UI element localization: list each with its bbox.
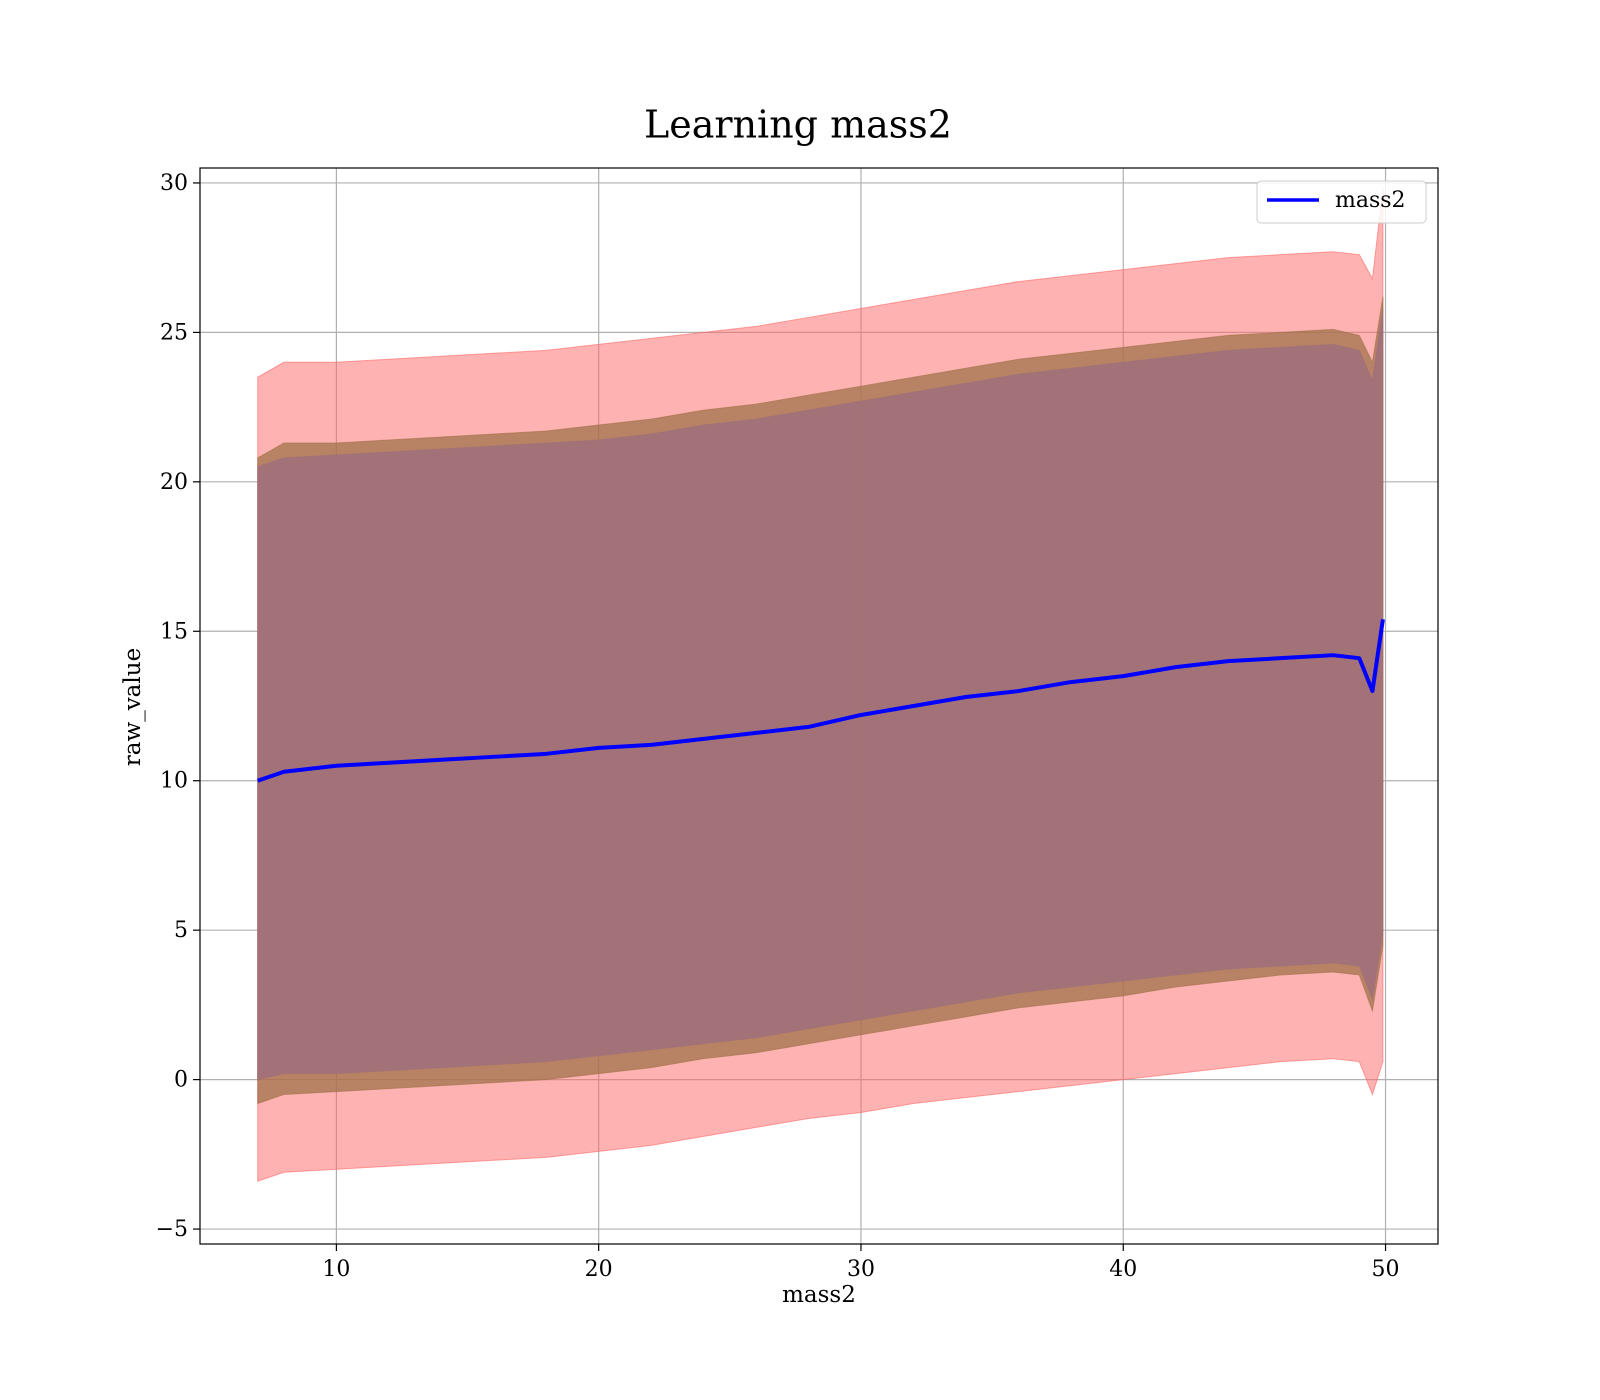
band-inner xyxy=(257,308,1384,1081)
x-tick-label: 30 xyxy=(847,1257,875,1282)
chart-title: Learning mass2 xyxy=(644,103,952,147)
y-tick-label: −5 xyxy=(156,1217,188,1242)
y-tick-label: 5 xyxy=(174,918,188,943)
x-axis-label: mass2 xyxy=(782,1282,856,1308)
ticks: 10 20 30 40 50 −5 0 5 10 15 20 25 30 xyxy=(156,171,1400,1282)
y-tick-label: 10 xyxy=(160,769,188,794)
x-tick-label: 50 xyxy=(1372,1257,1400,1282)
legend-box xyxy=(1256,180,1427,224)
x-tick-label: 20 xyxy=(585,1257,613,1282)
bands xyxy=(257,188,1384,1182)
y-tick-label: 25 xyxy=(160,320,188,345)
y-tick-label: 15 xyxy=(160,619,188,644)
legend-label-mass2: mass2 xyxy=(1335,188,1406,213)
x-tick-label: 40 xyxy=(1109,1257,1137,1282)
y-tick-label: 20 xyxy=(160,470,188,495)
plot-frame xyxy=(199,167,1439,1245)
x-tick-label: 10 xyxy=(322,1257,350,1282)
series-lines xyxy=(257,619,1385,783)
y-axis-label: raw_value xyxy=(120,648,146,766)
legend: mass2 xyxy=(1256,180,1427,224)
y-tick-label: 30 xyxy=(160,171,188,196)
series-line-mass2 xyxy=(257,619,1385,783)
y-tick-label: 0 xyxy=(174,1068,188,1093)
